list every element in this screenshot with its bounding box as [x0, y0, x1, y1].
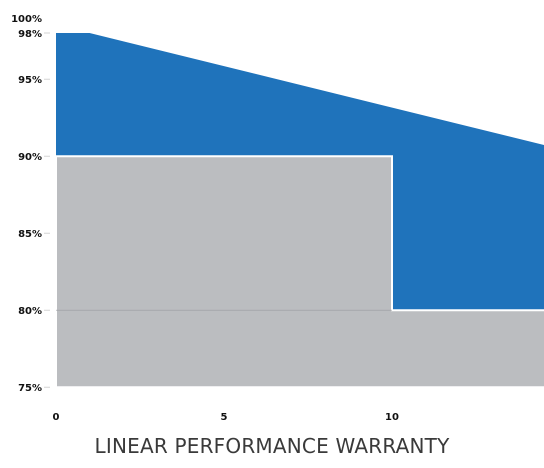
- warranty-chart: 100%98%95%90%85%80%75% 051015202530: [11, 14, 544, 423]
- y-tick-label-4: 85%: [18, 229, 42, 240]
- y-tick-label-2: 95%: [18, 75, 42, 86]
- y-tick-label-0: 100%: [11, 14, 42, 25]
- y-tick-label-1: 98%: [18, 29, 42, 40]
- chart-title: LINEAR PERFORMANCE WARRANTY: [94, 434, 450, 458]
- y-tick-label-6: 75%: [18, 383, 42, 394]
- x-tick-label-2: 10: [385, 412, 399, 423]
- y-tick-label-3: 90%: [18, 152, 42, 163]
- x-tick-label-1: 5: [221, 412, 228, 423]
- x-tick-label-0: 0: [53, 412, 60, 423]
- y-tick-label-5: 80%: [18, 306, 42, 317]
